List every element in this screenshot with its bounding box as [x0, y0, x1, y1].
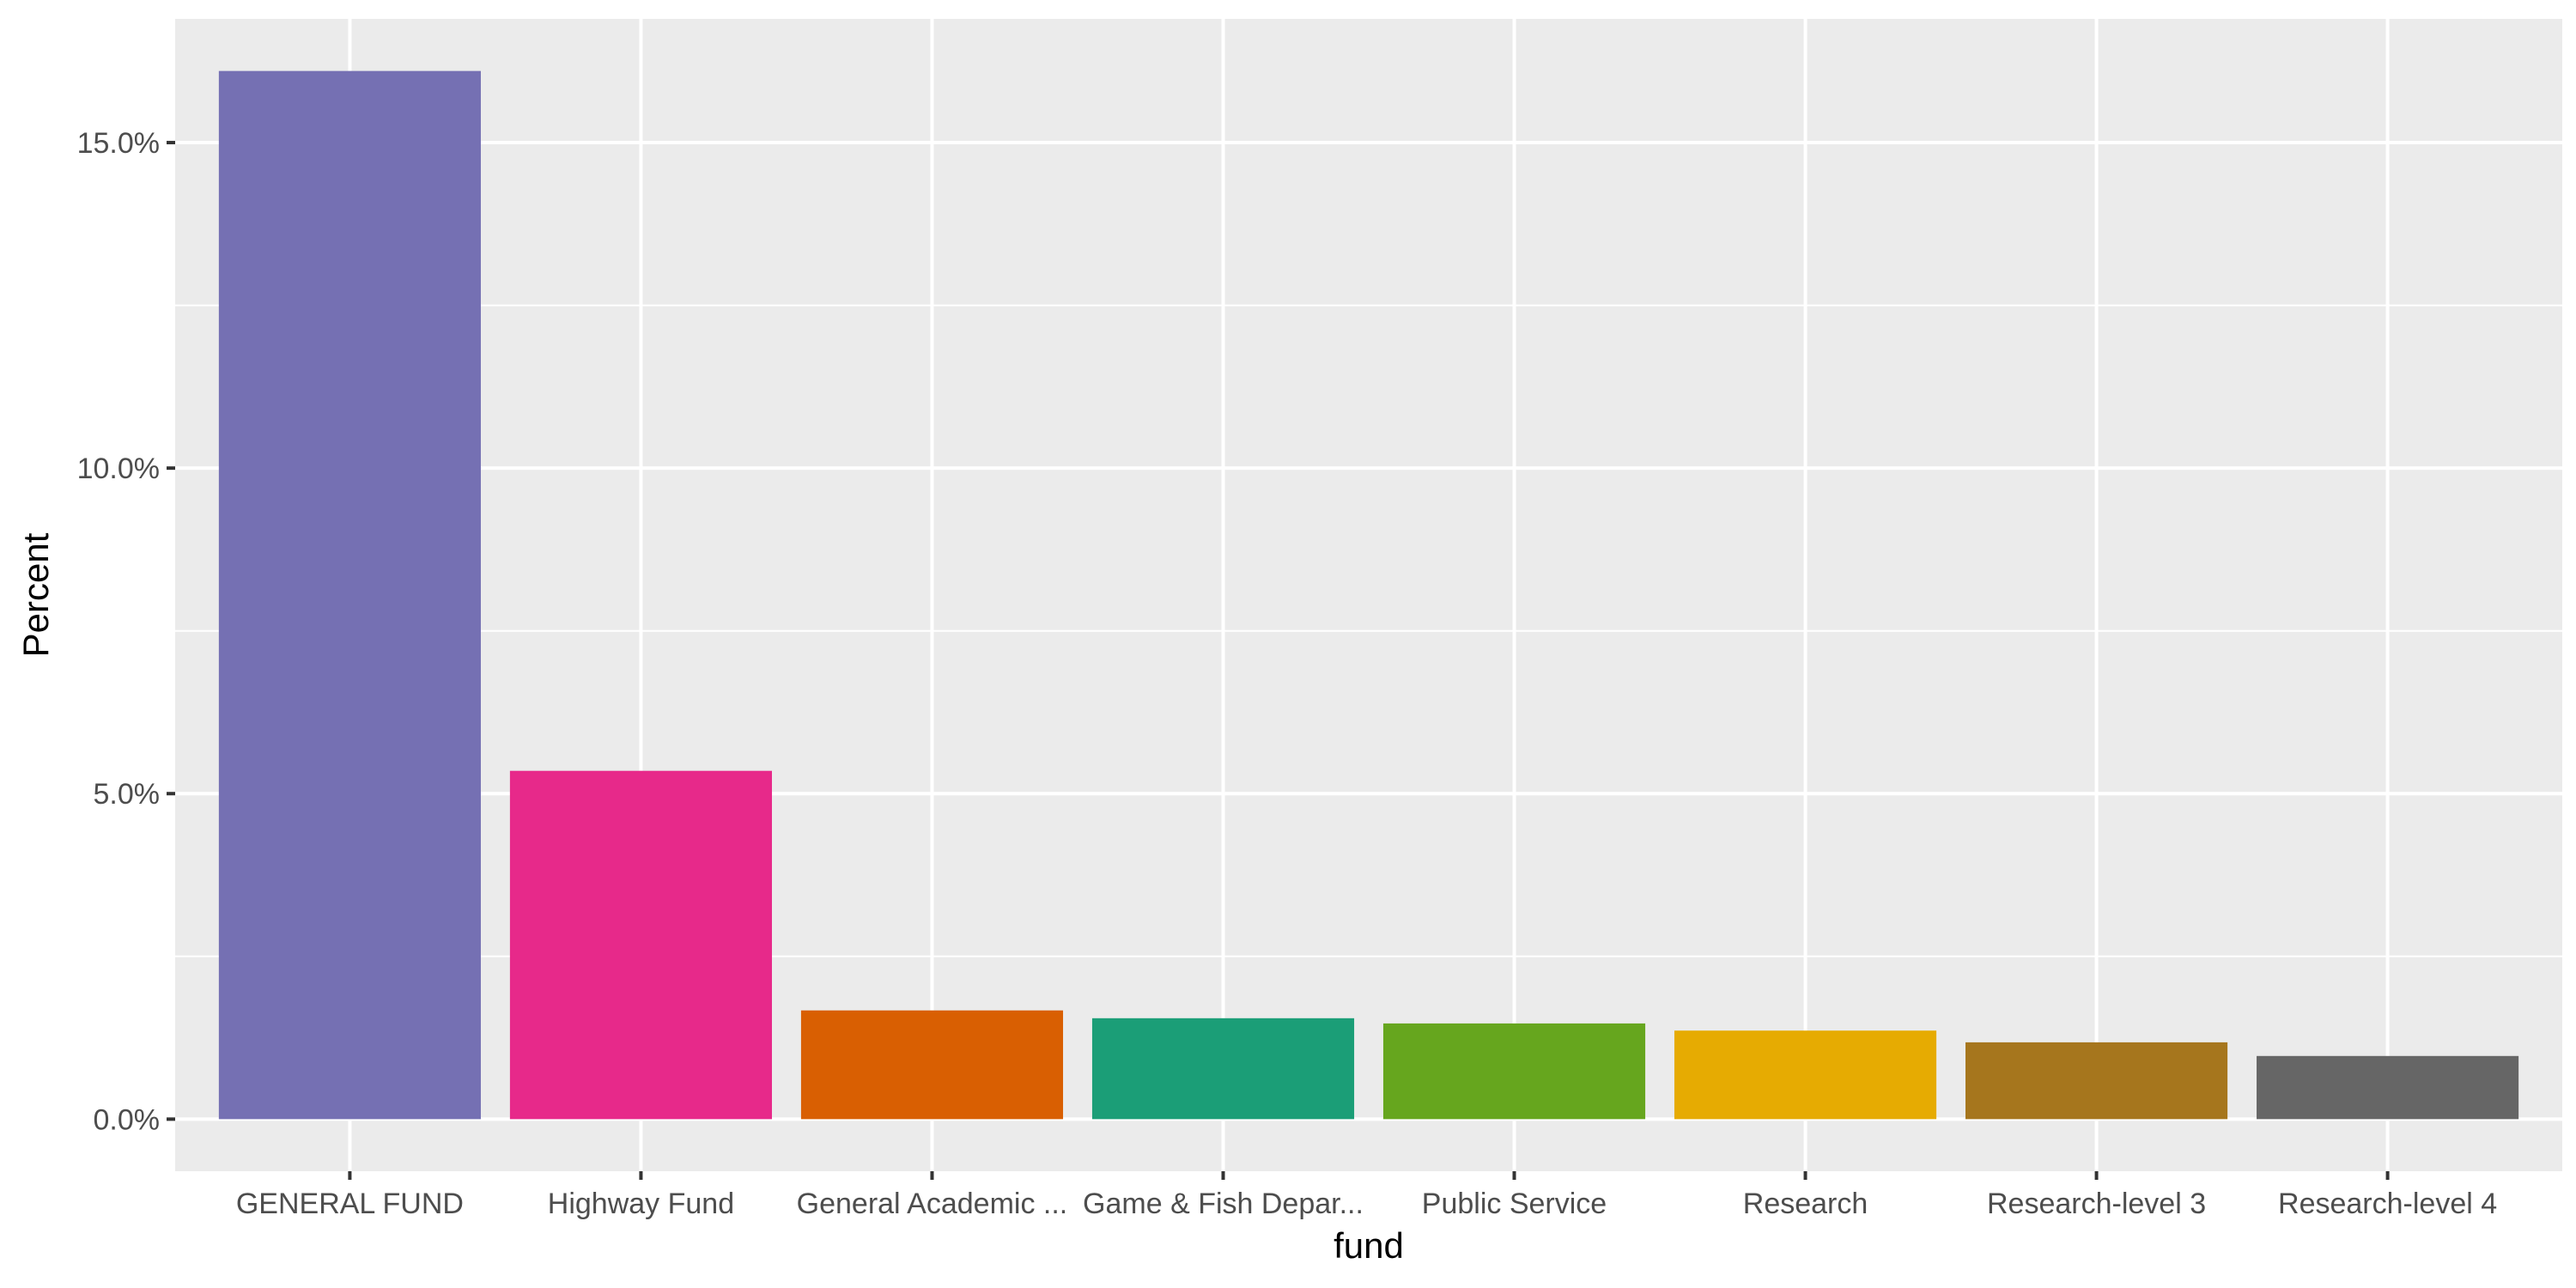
bar	[1674, 1030, 1937, 1120]
x-tick-label: Research-level 4	[2278, 1188, 2497, 1220]
y-axis-title: Percent	[15, 532, 56, 657]
x-tick-label: Game & Fish Depar...	[1083, 1188, 1364, 1220]
x-tick-label: GENERAL FUND	[236, 1188, 464, 1220]
x-tick-label: Research-level 3	[1987, 1188, 2206, 1220]
bar	[1965, 1042, 2228, 1120]
x-axis-title: fund	[1334, 1225, 1404, 1266]
x-axis: GENERAL FUND Highway Fund General Academic…	[236, 1171, 2497, 1220]
bar	[509, 770, 772, 1120]
y-tick-label: 0.0%	[94, 1103, 161, 1136]
bar	[2257, 1055, 2519, 1120]
y-tick-label: 15.0%	[77, 127, 160, 160]
bar	[1382, 1023, 1646, 1120]
bar	[1091, 1018, 1355, 1120]
y-axis: 0.0% 5.0% 10.0% 15.0%	[77, 127, 175, 1136]
bars	[218, 70, 2519, 1120]
y-tick-label: 5.0%	[94, 778, 161, 811]
x-tick-label: General Academic ...	[797, 1188, 1068, 1220]
x-tick-label: Public Service	[1422, 1188, 1607, 1220]
x-tick-label: Highway Fund	[548, 1188, 734, 1220]
y-tick-label: 10.0%	[77, 453, 160, 485]
bar	[218, 70, 481, 1120]
x-tick-label: Research	[1743, 1188, 1868, 1220]
bar	[800, 1010, 1064, 1120]
